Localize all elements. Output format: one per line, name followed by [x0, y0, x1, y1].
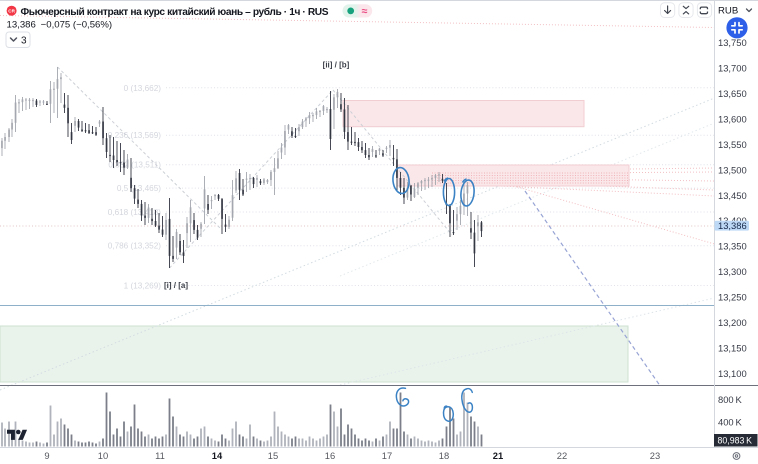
svg-text:0,236 (13,569): 0,236 (13,569)	[108, 131, 162, 140]
svg-text:10: 10	[98, 450, 108, 461]
svg-text:13,386: 13,386	[718, 220, 747, 231]
svg-text:23: 23	[650, 450, 660, 461]
svg-text:13,250: 13,250	[718, 292, 747, 303]
svg-text:18: 18	[439, 450, 449, 461]
svg-text:15: 15	[268, 450, 278, 461]
svg-text:≈: ≈	[362, 5, 368, 17]
svg-text:1 (13,269): 1 (13,269)	[124, 282, 162, 291]
svg-text:0,618 (13,418): 0,618 (13,418)	[108, 208, 162, 217]
svg-text:0 (13,662): 0 (13,662)	[124, 84, 162, 93]
svg-text:13,200: 13,200	[718, 317, 747, 328]
svg-text:13,100: 13,100	[718, 368, 747, 379]
svg-text:22: 22	[557, 450, 567, 461]
svg-text:14: 14	[212, 450, 223, 461]
svg-text:CR: CR	[8, 9, 15, 14]
svg-text:0,786 (13,352): 0,786 (13,352)	[108, 242, 162, 251]
svg-text:13,300: 13,300	[718, 266, 747, 277]
svg-text:11: 11	[155, 450, 165, 461]
svg-text:[i] / [a]: [i] / [a]	[164, 281, 188, 290]
svg-text:13,750: 13,750	[718, 37, 747, 48]
svg-text:13,450: 13,450	[718, 190, 747, 201]
svg-text:13,700: 13,700	[718, 63, 747, 74]
svg-text:13,150: 13,150	[718, 343, 747, 354]
svg-text:16: 16	[325, 450, 335, 461]
svg-text:13,650: 13,650	[718, 88, 747, 99]
svg-text:0,382 (13,511): 0,382 (13,511)	[108, 161, 161, 170]
svg-text:13,550: 13,550	[718, 139, 747, 150]
svg-text:3: 3	[21, 35, 27, 46]
svg-text:13,600: 13,600	[718, 114, 747, 125]
svg-text:9: 9	[44, 450, 49, 461]
svg-text:17: 17	[382, 450, 392, 461]
svg-text:21: 21	[493, 450, 503, 461]
svg-text:13,386 −0,075 (−0,56%): 13,386 −0,075 (−0,56%)	[7, 20, 113, 31]
svg-text:80,983 K: 80,983 K	[718, 436, 753, 446]
svg-text:RUB: RUB	[718, 6, 738, 17]
svg-text:800 K: 800 K	[718, 394, 743, 405]
svg-text:13,350: 13,350	[718, 241, 747, 252]
svg-text:Фьючерсный контракт на курс ки: Фьючерсный контракт на курс китайский юа…	[21, 6, 329, 18]
svg-text:0,5 (13,465): 0,5 (13,465)	[117, 184, 161, 193]
svg-text:400 K: 400 K	[718, 417, 743, 428]
svg-text:[ii] / [b]: [ii] / [b]	[323, 61, 350, 70]
svg-text:13,500: 13,500	[718, 165, 747, 176]
svg-text:13,400: 13,400	[718, 215, 747, 226]
